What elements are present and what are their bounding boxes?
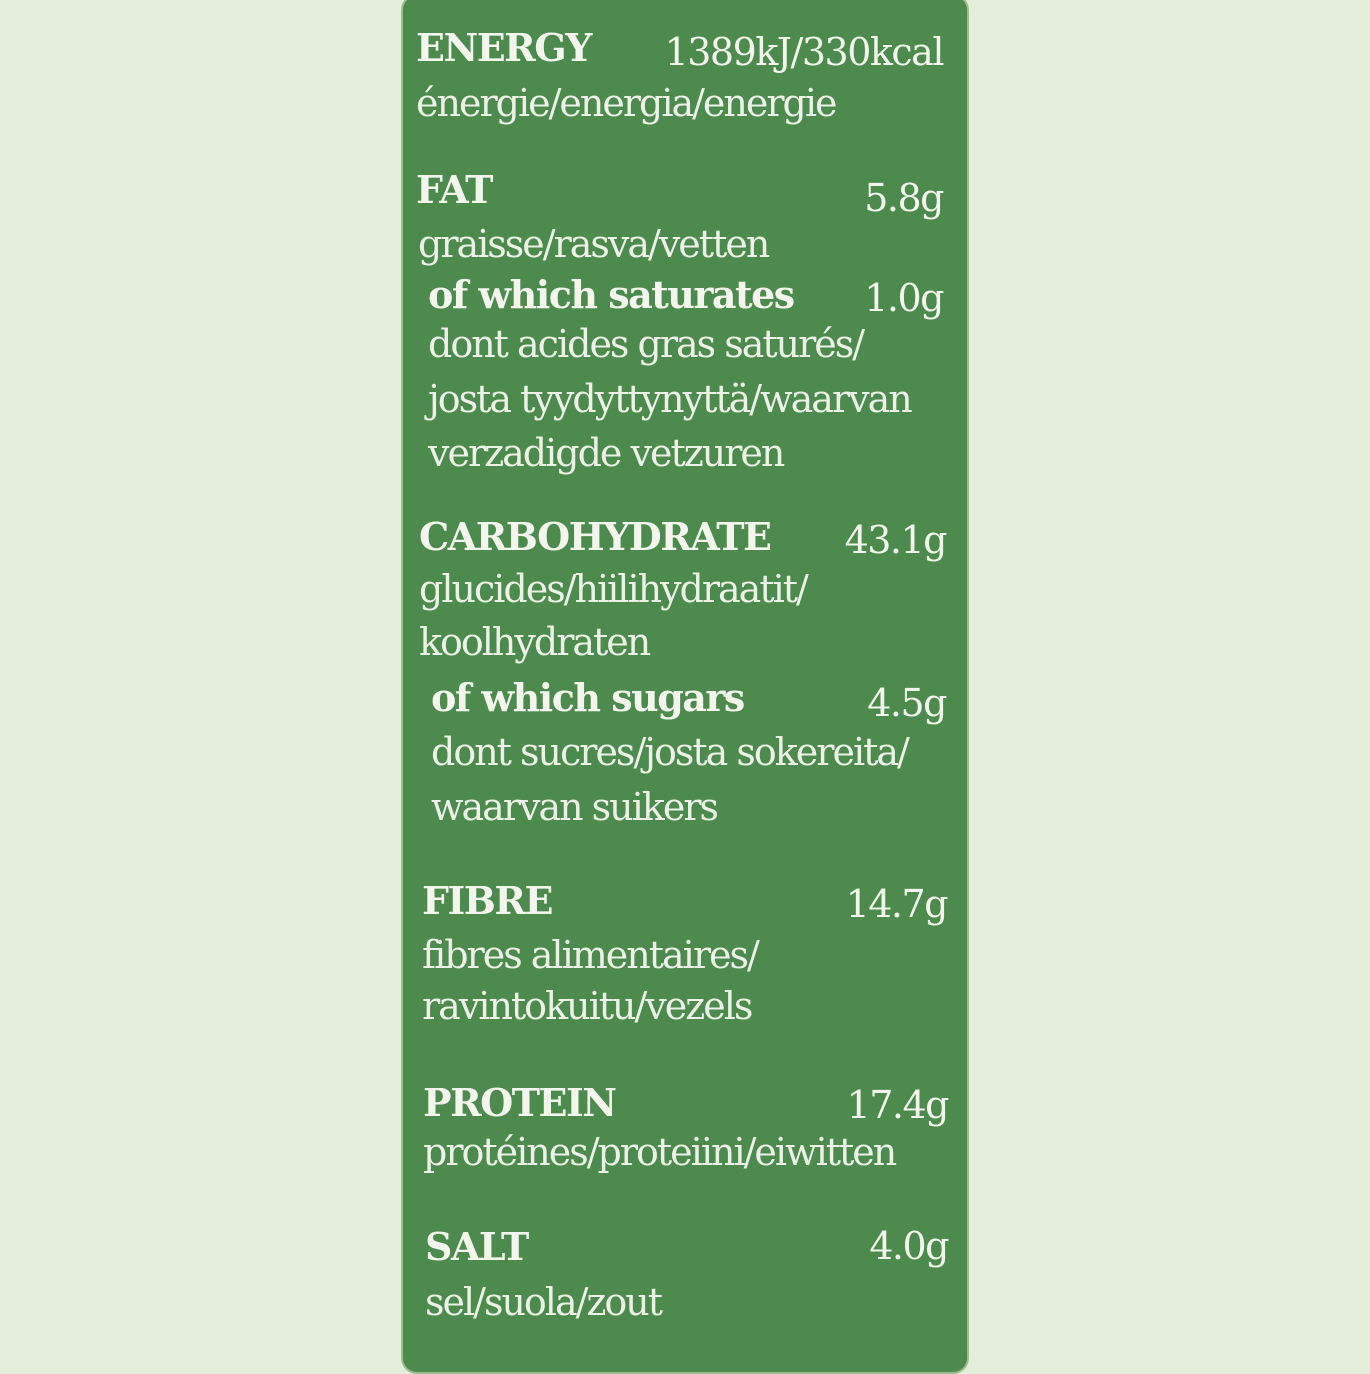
protein-value: 17.4g <box>846 1083 950 1127</box>
salt-value: 4.0g <box>869 1224 949 1268</box>
energy-label: ENERGY <box>416 25 592 70</box>
saturates-label: of which saturates <box>428 272 795 317</box>
salt-translations: sel/suola/zout <box>425 1280 663 1324</box>
salt-label: SALT <box>425 1224 529 1269</box>
saturates-translations-1: dont acides gras saturés/ <box>428 322 865 366</box>
fibre-translations-2: ravintokuitu/vezels <box>422 984 753 1028</box>
carbohydrate-translations-1: glucides/hiilihydraatit/ <box>419 567 809 611</box>
energy-translations: énergie/energia/energie <box>416 81 838 125</box>
energy-value: 1389kJ/330kcal <box>664 30 945 74</box>
carbohydrate-translations-2: koolhydraten <box>419 620 651 664</box>
protein-label: PROTEIN <box>423 1080 617 1125</box>
saturates-value: 1.0g <box>864 276 944 320</box>
protein-translations: protéines/proteiini/eiwitten <box>423 1130 897 1174</box>
carbohydrate-label: CARBOHYDRATE <box>419 514 772 559</box>
sugars-label: of which sugars <box>431 675 745 720</box>
fibre-translations-1: fibres alimentaires/ <box>422 933 760 977</box>
fat-value: 5.8g <box>864 176 944 220</box>
sugars-translations-2: waarvan suikers <box>431 785 719 829</box>
saturates-translations-2: josta tyydyttynyttä/waarvan <box>428 377 913 421</box>
sugars-value: 4.5g <box>867 681 947 725</box>
carbohydrate-value: 43.1g <box>844 518 948 562</box>
fibre-label: FIBRE <box>422 878 553 923</box>
nutrition-label-panel: ENERGY 1389kJ/330kcal énergie/energia/en… <box>401 0 969 1374</box>
fat-label: FAT <box>416 167 493 212</box>
sugars-translations-1: dont sucres/josta sokereita/ <box>431 730 910 774</box>
saturates-translations-3: verzadigde vetzuren <box>428 431 785 475</box>
fibre-value: 14.7g <box>845 882 949 926</box>
fat-translations: graisse/rasva/vetten <box>418 222 770 266</box>
